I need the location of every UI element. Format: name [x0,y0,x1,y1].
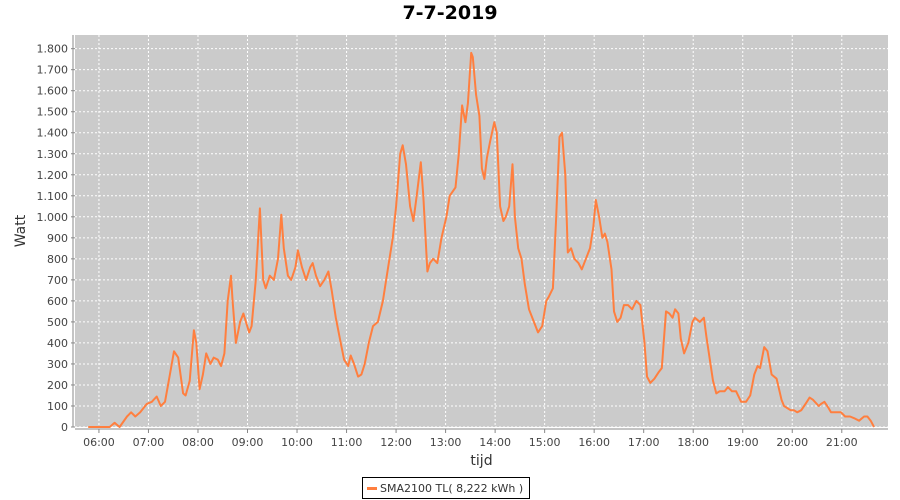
x-tick-label: 06:00 [83,436,115,449]
y-tick-label: 400 [47,337,68,350]
x-axis-label: tijd [470,453,492,469]
x-tick-label: 09:00 [232,436,264,449]
y-tick-label: 100 [47,400,68,413]
y-tick-label: 200 [47,379,68,392]
x-tick-label: 12:00 [380,436,412,449]
x-tick-label: 21:00 [826,436,858,449]
y-tick-label: 300 [47,358,68,371]
y-tick-label: 1.100 [37,190,69,203]
y-tick-label: 500 [47,316,68,329]
x-tick-label: 20:00 [776,436,808,449]
x-tick-label: 10:00 [281,436,313,449]
x-tick-label: 08:00 [182,436,214,449]
y-tick-label: 800 [47,253,68,266]
y-tick-label: 600 [47,295,68,308]
x-tick-label: 17:00 [628,436,660,449]
y-tick-label: 1.700 [37,64,69,77]
plot-area [75,35,888,427]
legend-swatch [367,486,377,490]
x-tick-label: 18:00 [677,436,709,449]
y-axis-label: Watt [13,214,29,247]
y-tick-label: 900 [47,232,68,245]
y-tick-label: 1.600 [37,85,69,98]
y-tick-label: 1.800 [37,43,69,56]
x-tick-label: 07:00 [133,436,165,449]
y-tick-label: 0 [61,421,68,434]
y-tick-label: 700 [47,274,68,287]
y-tick-label: 1.400 [37,127,69,140]
x-tick-label: 13:00 [430,436,462,449]
y-tick-label: 1.200 [37,169,69,182]
legend-label: SMA2100 TL( 8,222 kWh ) [380,481,524,495]
series-line [88,51,875,428]
y-tick-label: 1.000 [37,211,69,224]
y-tick-label: 1.300 [37,148,69,161]
y-tick-label: 1.500 [37,106,69,119]
x-tick-label: 14:00 [479,436,511,449]
x-tick-label: 15:00 [529,436,561,449]
x-tick-label: 19:00 [727,436,759,449]
legend: SMA2100 TL( 8,222 kWh ) [362,477,531,499]
chart-title: 7-7-2019 [402,2,498,24]
x-tick-label: 16:00 [578,436,610,449]
x-tick-label: 11:00 [331,436,363,449]
